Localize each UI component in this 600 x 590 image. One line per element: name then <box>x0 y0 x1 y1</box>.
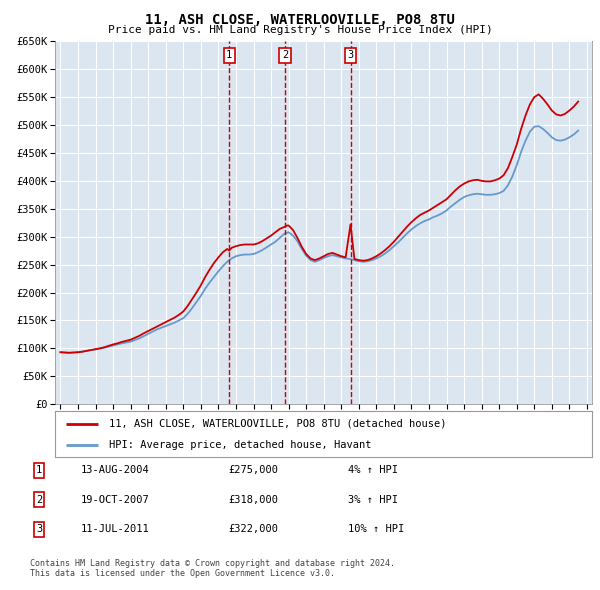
Text: 10% ↑ HPI: 10% ↑ HPI <box>348 525 404 534</box>
Text: £322,000: £322,000 <box>228 525 278 534</box>
Text: 2: 2 <box>36 495 42 504</box>
Text: Price paid vs. HM Land Registry's House Price Index (HPI): Price paid vs. HM Land Registry's House … <box>107 25 493 35</box>
Text: £275,000: £275,000 <box>228 466 278 475</box>
Text: 1: 1 <box>36 466 42 475</box>
Text: 13-AUG-2004: 13-AUG-2004 <box>81 466 150 475</box>
Text: 3: 3 <box>36 525 42 534</box>
Text: £318,000: £318,000 <box>228 495 278 504</box>
Text: 4% ↑ HPI: 4% ↑ HPI <box>348 466 398 475</box>
Text: 11, ASH CLOSE, WATERLOOVILLE, PO8 8TU: 11, ASH CLOSE, WATERLOOVILLE, PO8 8TU <box>145 13 455 27</box>
Text: 11, ASH CLOSE, WATERLOOVILLE, PO8 8TU (detached house): 11, ASH CLOSE, WATERLOOVILLE, PO8 8TU (d… <box>109 419 446 429</box>
Text: 1: 1 <box>226 50 232 60</box>
Text: This data is licensed under the Open Government Licence v3.0.: This data is licensed under the Open Gov… <box>30 569 335 578</box>
Text: 3: 3 <box>347 50 353 60</box>
Text: 3% ↑ HPI: 3% ↑ HPI <box>348 495 398 504</box>
Text: HPI: Average price, detached house, Havant: HPI: Average price, detached house, Hava… <box>109 440 371 450</box>
Text: 11-JUL-2011: 11-JUL-2011 <box>81 525 150 534</box>
Text: Contains HM Land Registry data © Crown copyright and database right 2024.: Contains HM Land Registry data © Crown c… <box>30 559 395 568</box>
Text: 2: 2 <box>282 50 288 60</box>
Text: 19-OCT-2007: 19-OCT-2007 <box>81 495 150 504</box>
